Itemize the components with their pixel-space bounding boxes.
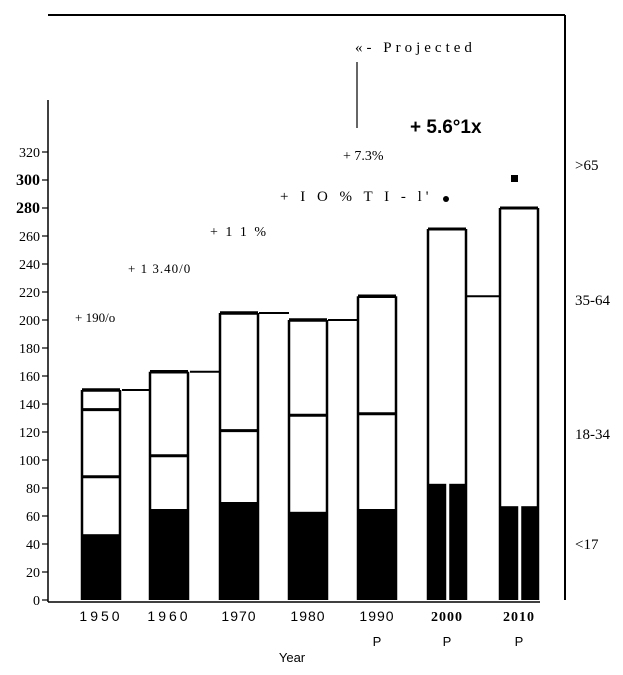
growth-label: + 1 3.40/0 (128, 261, 191, 276)
bar-split-gap (446, 481, 450, 600)
growth-labels: + 190/o + 1 3.40/0 + 1 1 % + I O % T I - l'… (75, 117, 482, 325)
dot-marker (443, 196, 449, 202)
y-tick-label: 160 (19, 370, 40, 385)
square-marker (511, 175, 518, 182)
x-axis-title: Year (279, 650, 306, 665)
y-tick-label: 120 (19, 426, 40, 441)
projected-label: «- Projected (355, 40, 476, 56)
projected-mark: P (373, 634, 382, 649)
x-tick-label: 1950 (79, 608, 122, 624)
x-tick-label: 1960 (147, 608, 190, 624)
y-tick-label: 80 (26, 482, 40, 497)
x-axis-labels: 1950 1960 1970 1980 1990 P 2000 P 2010 P (79, 608, 535, 649)
y-tick-label: 40 (26, 538, 40, 553)
growth-label: + I O % T I - l' (280, 189, 433, 205)
legend-label: <17 (575, 537, 599, 553)
legend: >65 35-64 18-34 <17 (575, 158, 610, 553)
bar-segment-under-17 (358, 509, 396, 600)
x-tick-label: 2010 (503, 610, 535, 625)
y-tick-label: 300 (16, 172, 40, 189)
legend-label: 35-64 (575, 293, 610, 309)
projected-mark: P (443, 634, 452, 649)
growth-label: + 1 1 % (210, 225, 268, 240)
bar-split-gap (518, 504, 522, 600)
growth-label: + 7.3% (343, 149, 384, 164)
y-tick-label: 200 (19, 314, 40, 329)
growth-label: + 5.6°1x (410, 117, 482, 138)
y-tick-label: 240 (19, 258, 40, 273)
legend-label: 18-34 (575, 427, 610, 443)
overlay-layer (80, 175, 540, 600)
y-tick-label: 260 (19, 230, 40, 245)
legend-label: >65 (575, 158, 598, 174)
bar-segment-under-17 (289, 511, 327, 600)
x-tick-label: 1970 (221, 608, 256, 624)
y-tick-label: 20 (26, 566, 40, 581)
bar-segment-under-17 (220, 502, 258, 600)
projected-mark: P (515, 634, 524, 649)
bars-layer (82, 481, 538, 600)
x-tick-label: 1980 (290, 608, 325, 624)
growth-label: + 190/o (75, 310, 115, 325)
bar-segment-under-17 (150, 509, 188, 600)
y-tick-label: 60 (26, 510, 40, 525)
y-axis-ticks: 0 20 40 60 80 100 120 140 160 180 200 220 240 260 280 3… (16, 146, 48, 609)
y-tick-label: 320 (19, 146, 40, 161)
y-tick-label: 140 (19, 398, 40, 413)
y-tick-label: 280 (16, 200, 40, 217)
y-tick-label: 100 (19, 454, 40, 469)
y-tick-label: 220 (19, 286, 40, 301)
x-tick-label: 1990 (359, 608, 394, 624)
y-tick-label: 0 (33, 594, 40, 609)
y-tick-label: 180 (19, 342, 40, 357)
bar-segment-under-17 (82, 534, 120, 600)
x-tick-label: 2000 (431, 610, 463, 625)
